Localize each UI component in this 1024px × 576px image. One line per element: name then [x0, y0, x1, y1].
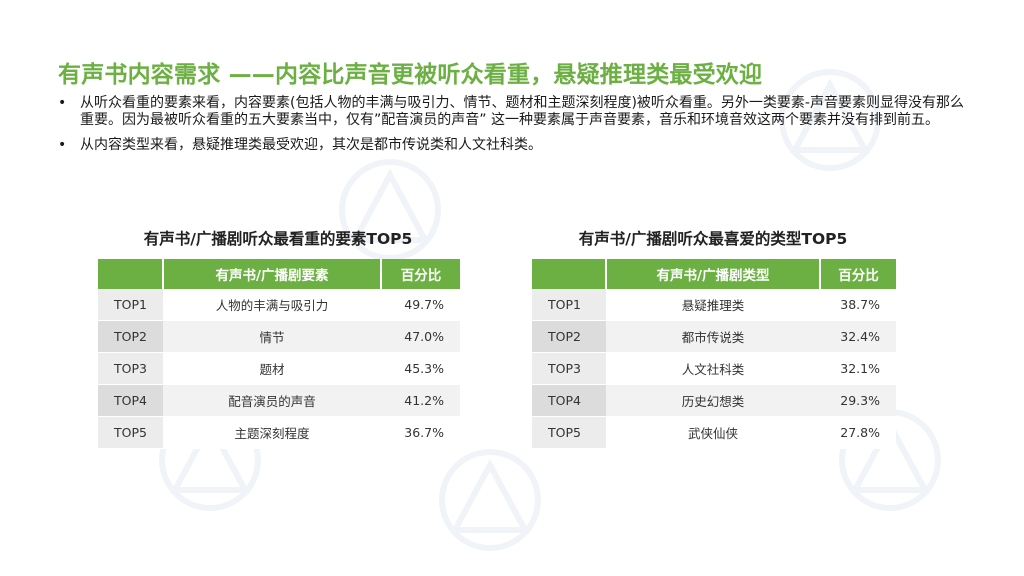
percent-cell: 32.4% — [820, 320, 896, 353]
rank-cell: TOP5 — [532, 416, 606, 449]
logo-watermark-icon — [439, 449, 541, 551]
bullet-text: 从听众看重的要素来看，内容要素(包括人物的丰满与吸引力、情节、题材和主题深刻程度… — [80, 95, 964, 128]
genre-cell: 人文社科类 — [606, 352, 820, 385]
factor-cell: 配音演员的声音 — [163, 384, 381, 417]
genres-table: 有声书/广播剧类型 百分比 TOP1 悬疑推理类 38.7% TOP2 都市传说… — [532, 259, 896, 449]
header-percent: 百分比 — [381, 259, 460, 289]
rank-cell: TOP4 — [532, 384, 606, 417]
header-rank — [532, 259, 607, 289]
percent-cell: 49.7% — [381, 289, 460, 321]
bullet-dot: • — [58, 137, 67, 153]
table-row: TOP5 主题深刻程度 36.7% — [98, 416, 460, 449]
bullet-list: • 从听众看重的要素来看，内容要素(包括人物的丰满与吸引力、情节、题材和主题深刻… — [58, 95, 968, 154]
table-row: TOP3 题材 45.3% — [98, 352, 460, 385]
bullet-dot: • — [58, 95, 67, 111]
percent-cell: 27.8% — [820, 416, 896, 449]
table-row: TOP5 武侠仙侠 27.8% — [532, 416, 896, 449]
percent-cell: 32.1% — [820, 352, 896, 385]
factor-cell: 题材 — [163, 352, 381, 385]
percent-cell: 45.3% — [381, 352, 460, 385]
rank-cell: TOP2 — [98, 320, 163, 353]
table-row: TOP3 人文社科类 32.1% — [532, 352, 896, 385]
table-row: TOP1 人物的丰满与吸引力 49.7% — [98, 289, 460, 321]
table-row: TOP4 配音演员的声音 41.2% — [98, 384, 460, 417]
genre-cell: 悬疑推理类 — [606, 289, 820, 321]
page-title: 有声书内容需求 ——内容比声音更被听众看重，悬疑推理类最受欢迎 — [58, 62, 763, 88]
genre-cell: 历史幻想类 — [606, 384, 820, 417]
factor-cell: 人物的丰满与吸引力 — [163, 289, 381, 321]
table-row: TOP2 都市传说类 32.4% — [532, 320, 896, 353]
bullet-item: • 从内容类型来看，悬疑推理类最受欢迎，其次是都市传说类和人文社科类。 — [58, 137, 968, 154]
rank-cell: TOP5 — [98, 416, 163, 449]
factors-table: 有声书/广播剧要素 百分比 TOP1 人物的丰满与吸引力 49.7% TOP2 … — [98, 259, 460, 449]
factor-cell: 情节 — [163, 320, 381, 353]
header-percent: 百分比 — [820, 259, 896, 289]
rank-cell: TOP2 — [532, 320, 606, 353]
table-header-row: 有声书/广播剧要素 百分比 — [98, 259, 460, 289]
header-factor: 有声书/广播剧要素 — [163, 259, 382, 289]
table-row: TOP2 情节 47.0% — [98, 320, 460, 353]
rank-cell: TOP1 — [532, 289, 606, 321]
logo-watermark-icon — [339, 159, 441, 261]
genre-cell: 武侠仙侠 — [606, 416, 820, 449]
rank-cell: TOP3 — [532, 352, 606, 385]
table-header-row: 有声书/广播剧类型 百分比 — [532, 259, 896, 289]
percent-cell: 29.3% — [820, 384, 896, 417]
table-right-title: 有声书/广播剧听众最喜爱的类型TOP5 — [578, 230, 848, 248]
percent-cell: 47.0% — [381, 320, 460, 353]
bullet-text: 从内容类型来看，悬疑推理类最受欢迎，其次是都市传说类和人文社科类。 — [80, 137, 542, 153]
percent-cell: 36.7% — [381, 416, 460, 449]
rank-cell: TOP4 — [98, 384, 163, 417]
table-row: TOP4 历史幻想类 29.3% — [532, 384, 896, 417]
factor-cell: 主题深刻程度 — [163, 416, 381, 449]
table-row: TOP1 悬疑推理类 38.7% — [532, 289, 896, 321]
rank-cell: TOP3 — [98, 352, 163, 385]
table-left-title: 有声书/广播剧听众最看重的要素TOP5 — [143, 230, 413, 248]
percent-cell: 41.2% — [381, 384, 460, 417]
percent-cell: 38.7% — [820, 289, 896, 321]
bullet-item: • 从听众看重的要素来看，内容要素(包括人物的丰满与吸引力、情节、题材和主题深刻… — [58, 95, 968, 128]
header-rank — [98, 259, 164, 289]
header-genre: 有声书/广播剧类型 — [606, 259, 821, 289]
genre-cell: 都市传说类 — [606, 320, 820, 353]
rank-cell: TOP1 — [98, 289, 163, 321]
